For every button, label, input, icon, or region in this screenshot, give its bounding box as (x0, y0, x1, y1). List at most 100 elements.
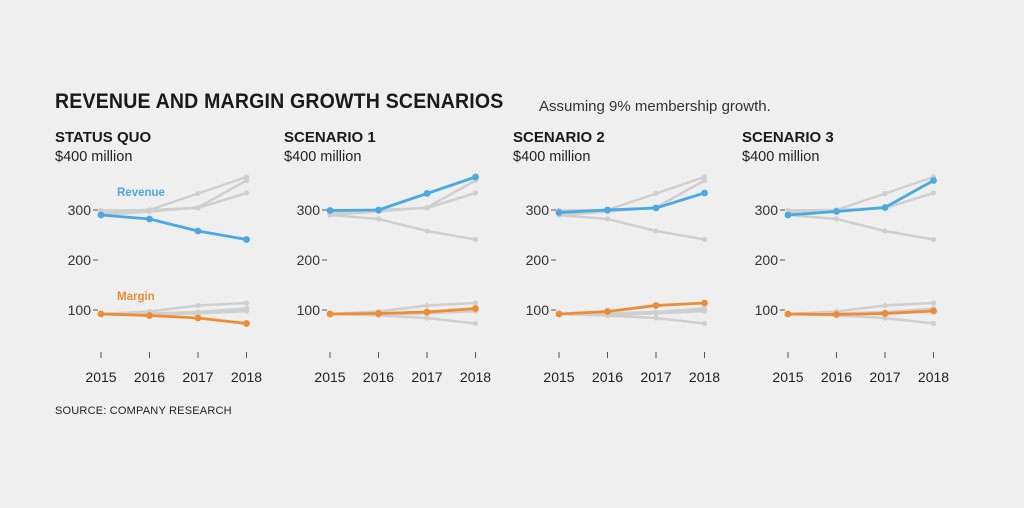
context-line-0-1-0-point-2 (195, 190, 201, 197)
context-line-1-0-0-point-1 (375, 216, 382, 222)
series-revenue-2-point-3 (701, 189, 708, 197)
context-line-1-0-0-path (329, 213, 476, 241)
context-line-1-0-0 (327, 212, 479, 243)
context-line-3-0-1-point-3 (930, 320, 937, 327)
x-tick-label-2-2018: 2018 (689, 369, 720, 385)
y-tick-label-0-300: 300 (68, 202, 92, 218)
context-line-0-3-1-point-2 (195, 310, 201, 317)
context-line-3-0-0-point-3 (930, 236, 937, 243)
context-line-3-1-0-point-2 (882, 190, 888, 197)
series-margin-0-point-3 (243, 320, 250, 327)
x-tick-label-0-2015: 2015 (85, 369, 116, 385)
x-tick-label-1-2015: 2015 (314, 369, 345, 385)
series-revenue-1-point-3 (472, 173, 479, 181)
series-revenue-1-point-2 (423, 190, 431, 197)
series-margin-1-point-0 (326, 310, 334, 318)
x-tick-label-2-2015: 2015 (543, 369, 574, 385)
series-margin-0-point-2 (194, 314, 202, 322)
context-line-0-3-0-point-3 (243, 177, 250, 184)
context-line-2-0-0-point-2 (653, 228, 659, 234)
series-margin-3-point-2 (881, 310, 889, 317)
context-line-2-0-0-point-1 (604, 216, 611, 222)
series-revenue-3-path (787, 179, 935, 217)
context-line-2-3-1-point-2 (653, 310, 659, 317)
context-line-0-2-0-point-3 (243, 190, 250, 196)
panel-title-1: SCENARIO 1 (284, 129, 376, 146)
y-tick-label-2-200: 200 (526, 252, 550, 268)
series-margin-0-point-1 (146, 312, 153, 319)
y-tick-label-0-200: 200 (68, 252, 92, 268)
series-margin-1-point-2 (423, 308, 431, 316)
context-line-1-0-0-point-2 (424, 228, 430, 234)
series-margin-0 (97, 310, 250, 327)
series-margin-2-point-0 (555, 310, 563, 318)
panel-unit-0: $400 million (55, 149, 133, 165)
context-line-3-0-0 (785, 212, 937, 243)
context-line-3-0-1-point-2 (882, 315, 888, 321)
series-margin-2-path (558, 301, 705, 316)
series-margin-3-point-3 (930, 307, 937, 315)
series-revenue-2-point-2 (652, 204, 660, 212)
series-margin-3-path (787, 309, 934, 316)
y-tick-label-3-100: 100 (755, 302, 779, 318)
context-line-3-0-0-path (787, 213, 934, 241)
series-revenue-1-point-0 (326, 207, 334, 214)
context-line-2-0-0-path (558, 213, 705, 241)
context-line-0-2-1-point-2 (195, 302, 201, 309)
context-line-2-0-1-point-2 (653, 315, 659, 321)
series-revenue-0-point-3 (243, 236, 250, 243)
context-line-1-2-1-point-2 (424, 302, 430, 309)
x-tick-label-0-2017: 2017 (182, 369, 213, 385)
series-margin-2-point-1 (604, 308, 611, 315)
y-tick-label-1-200: 200 (297, 252, 321, 268)
context-line-3-2-0-point-3 (930, 190, 937, 196)
context-line-1-2-0-point-3 (472, 190, 479, 196)
series-margin-2-point-3 (701, 299, 708, 307)
context-line-0-2-1-path (100, 301, 247, 316)
context-line-3-2-1-path (787, 301, 934, 316)
series-margin-0-point-0 (97, 310, 105, 318)
context-line-2-1-0-point-2 (653, 190, 659, 197)
series-revenue-1-path (329, 175, 476, 212)
context-line-2-0-0-point-3 (701, 236, 708, 243)
series-margin-1-point-1 (375, 310, 382, 317)
y-tick-label-3-300: 300 (755, 202, 779, 218)
x-tick-label-0-2016: 2016 (134, 369, 165, 385)
context-line-0-3-0-path (100, 179, 248, 217)
series-label-margin: Margin (117, 291, 155, 303)
context-line-2-3-1-point-3 (701, 308, 708, 314)
x-tick-label-2-2016: 2016 (592, 369, 623, 385)
context-line-0-3-0-point-2 (195, 204, 201, 211)
context-line-1-3-0-point-2 (424, 204, 430, 211)
chart-header: REVENUE AND MARGIN GROWTH SCENARIOS Assu… (55, 90, 771, 115)
y-tick-label-2-300: 300 (526, 202, 550, 218)
context-line-1-2-1-point-3 (472, 300, 479, 306)
series-revenue-2 (555, 189, 708, 216)
context-line-0-3-1-point-3 (243, 308, 250, 314)
panel-unit-1: $400 million (284, 149, 362, 165)
source-note: SOURCE: COMPANY RESEARCH (55, 405, 232, 417)
series-revenue-0-path (100, 213, 247, 241)
series-revenue-3-point-0 (784, 211, 792, 219)
series-revenue-3-point-1 (833, 208, 840, 215)
context-line-3-0-0-point-1 (833, 216, 840, 222)
chart-subtitle: Assuming 9% membership growth. (539, 98, 771, 115)
series-margin-2 (555, 299, 708, 318)
series-revenue-3 (784, 177, 937, 219)
series-margin-3 (784, 307, 937, 318)
series-margin-1-point-3 (472, 305, 479, 312)
y-tick-label-1-300: 300 (297, 202, 321, 218)
panel-unit-2: $400 million (513, 149, 591, 165)
x-tick-label-1-2018: 2018 (460, 369, 491, 385)
context-line-1-0-0-point-3 (472, 236, 479, 243)
context-line-3-0-0-point-2 (882, 228, 888, 234)
panel-unit-3: $400 million (742, 149, 820, 165)
x-tick-label-0-2018: 2018 (231, 369, 262, 385)
y-tick-label-3-200: 200 (755, 252, 779, 268)
context-line-1-3-0-point-0 (327, 212, 333, 218)
x-tick-label-3-2017: 2017 (869, 369, 900, 385)
series-revenue-2-path (558, 191, 705, 214)
x-tick-label-3-2018: 2018 (918, 369, 949, 385)
series-margin-3-point-1 (833, 311, 840, 318)
